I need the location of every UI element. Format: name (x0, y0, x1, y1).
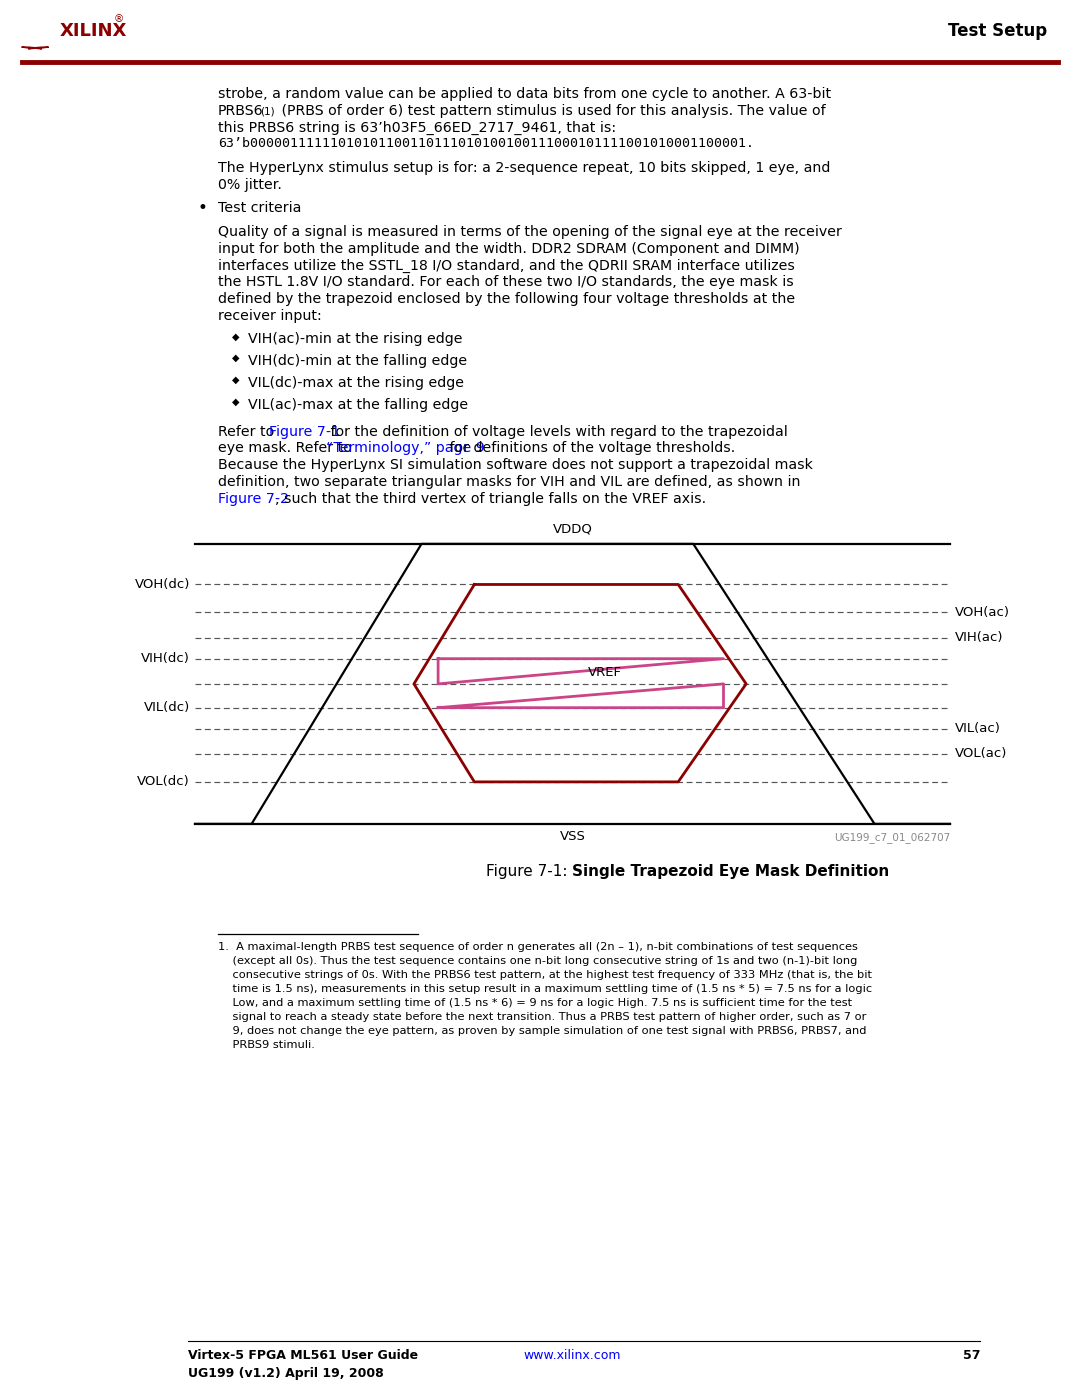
Text: Quality of a signal is measured in terms of the opening of the signal eye at the: Quality of a signal is measured in terms… (218, 225, 842, 239)
Text: (1): (1) (260, 106, 274, 117)
Text: VIL(dc)-max at the rising edge: VIL(dc)-max at the rising edge (248, 376, 464, 390)
Text: Because the HyperLynx SI simulation software does not support a trapezoidal mask: Because the HyperLynx SI simulation soft… (218, 458, 813, 472)
Text: VSS: VSS (559, 830, 585, 842)
Text: VIL(ac)-max at the falling edge: VIL(ac)-max at the falling edge (248, 398, 468, 412)
Text: The HyperLynx stimulus setup is for: a 2-sequence repeat, 10 bits skipped, 1 eye: The HyperLynx stimulus setup is for: a 2… (218, 161, 831, 175)
Text: •: • (198, 200, 207, 218)
Text: 63’b00000111111010101100110111010100100111000101111001010001100001.: 63’b000001111110101011001101110101001001… (218, 137, 754, 151)
Text: VIH(dc): VIH(dc) (141, 652, 190, 665)
Text: Virtex-5 FPGA ML561 User Guide: Virtex-5 FPGA ML561 User Guide (188, 1350, 418, 1362)
Text: Test Setup: Test Setup (948, 22, 1048, 41)
Text: VOH(dc): VOH(dc) (135, 578, 190, 591)
Text: eye mask. Refer to: eye mask. Refer to (218, 441, 356, 455)
Text: receiver input:: receiver input: (218, 309, 322, 323)
Text: definition, two separate triangular masks for VIH and VIL are defined, as shown : definition, two separate triangular mask… (218, 475, 800, 489)
Text: 1.  A maximal-length PRBS test sequence of order n generates all (2n – 1), n-bit: 1. A maximal-length PRBS test sequence o… (218, 942, 873, 1051)
Polygon shape (22, 47, 49, 49)
Text: XILINX: XILINX (59, 22, 126, 41)
Text: VIH(ac)-min at the rising edge: VIH(ac)-min at the rising edge (248, 332, 462, 346)
Text: this PRBS6 string is 63’h03F5_66ED_2717_9461, that is:: this PRBS6 string is 63’h03F5_66ED_2717_… (218, 120, 616, 134)
Text: Figure 7-1:: Figure 7-1: (486, 863, 567, 879)
Text: Test criteria: Test criteria (218, 201, 301, 215)
Text: VOH(ac): VOH(ac) (955, 606, 1010, 619)
Text: for the definition of voltage levels with regard to the trapezoidal: for the definition of voltage levels wit… (326, 425, 787, 439)
Text: VOL(ac): VOL(ac) (955, 747, 1008, 760)
Text: 0% jitter.: 0% jitter. (218, 177, 282, 191)
Text: UG199 (v1.2) April 19, 2008: UG199 (v1.2) April 19, 2008 (188, 1368, 383, 1380)
Text: VIH(dc)-min at the falling edge: VIH(dc)-min at the falling edge (248, 353, 468, 369)
Text: VDDQ: VDDQ (553, 522, 593, 536)
Text: defined by the trapezoid enclosed by the following four voltage thresholds at th: defined by the trapezoid enclosed by the… (218, 292, 795, 306)
Text: VIL(dc): VIL(dc) (144, 701, 190, 714)
Text: ◆: ◆ (232, 397, 240, 407)
Text: UG199_c7_01_062707: UG199_c7_01_062707 (834, 831, 950, 842)
Text: VIL(ac): VIL(ac) (955, 722, 1001, 735)
Text: ◆: ◆ (232, 353, 240, 363)
Text: (PRBS of order 6) test pattern stimulus is used for this analysis. The value of: (PRBS of order 6) test pattern stimulus … (276, 103, 825, 117)
Text: ◆: ◆ (232, 331, 240, 341)
Text: the HSTL 1.8V I/O standard. For each of these two I/O standards, the eye mask is: the HSTL 1.8V I/O standard. For each of … (218, 275, 794, 289)
Text: Figure 7-1: Figure 7-1 (269, 425, 340, 439)
Text: VREF: VREF (588, 666, 622, 679)
Text: “Terminology,” page 9: “Terminology,” page 9 (326, 441, 485, 455)
Text: ®: ® (113, 14, 123, 24)
Text: strobe, a random value can be applied to data bits from one cycle to another. A : strobe, a random value can be applied to… (218, 87, 832, 101)
Text: VIH(ac): VIH(ac) (955, 631, 1003, 644)
Text: Figure 7-2: Figure 7-2 (218, 492, 289, 506)
Text: VOL(dc): VOL(dc) (137, 775, 190, 788)
Text: www.xilinx.com: www.xilinx.com (524, 1350, 621, 1362)
Text: PRBS6: PRBS6 (218, 103, 264, 117)
Text: interfaces utilize the SSTL_18 I/O standard, and the QDRII SRAM interface utiliz: interfaces utilize the SSTL_18 I/O stand… (218, 258, 795, 272)
Text: input for both the amplitude and the width. DDR2 SDRAM (Component and DIMM): input for both the amplitude and the wid… (218, 242, 799, 256)
Text: 57: 57 (962, 1350, 980, 1362)
Text: Refer to: Refer to (218, 425, 279, 439)
Text: ◆: ◆ (232, 374, 240, 386)
Text: Single Trapezoid Eye Mask Definition: Single Trapezoid Eye Mask Definition (572, 863, 890, 879)
Text: , such that the third vertex of triangle falls on the VREF axis.: , such that the third vertex of triangle… (274, 492, 706, 506)
Text: for definitions of the voltage thresholds.: for definitions of the voltage threshold… (445, 441, 735, 455)
